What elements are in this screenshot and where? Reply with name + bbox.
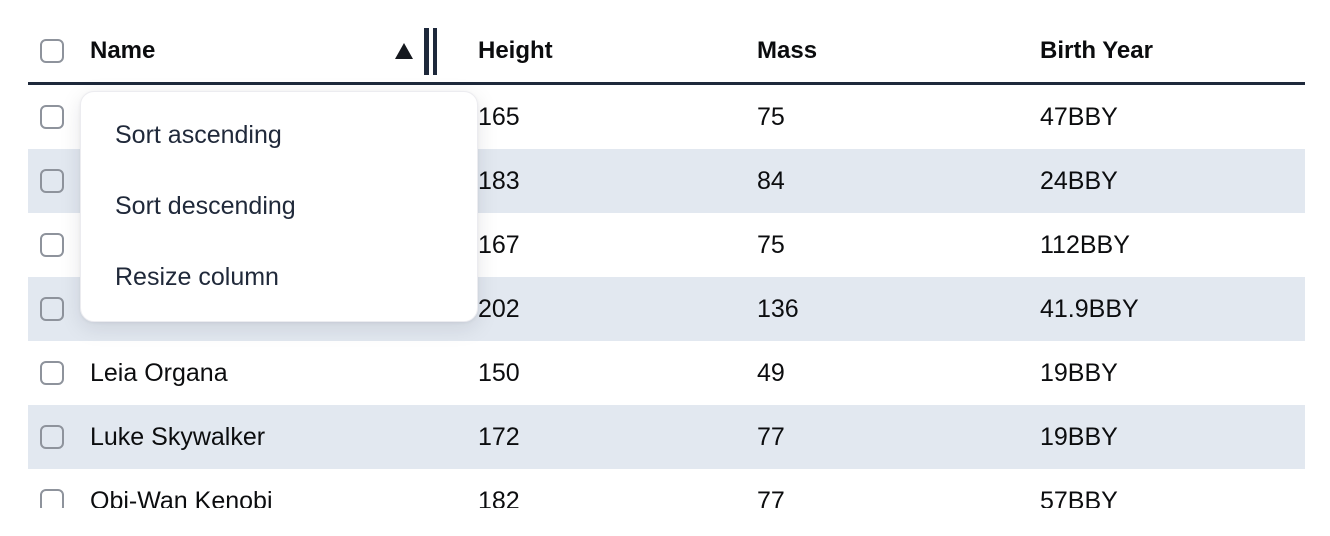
row-checkbox[interactable] bbox=[40, 297, 64, 321]
cell-mass: 75 bbox=[757, 102, 785, 131]
cell-birth-year: 57BBY bbox=[1040, 486, 1118, 509]
row-checkbox-cell bbox=[28, 489, 78, 508]
column-menu: Sort ascending Sort descending Resize co… bbox=[80, 91, 478, 322]
column-header-birth-year[interactable]: Birth Year bbox=[1040, 0, 1305, 82]
row-checkbox[interactable] bbox=[40, 105, 64, 129]
cell-mass: 136 bbox=[757, 294, 799, 323]
menu-item-sort-ascending[interactable]: Sort ascending bbox=[115, 121, 282, 149]
table-row: Leia Organa 150 49 19BBY bbox=[28, 341, 1305, 405]
row-checkbox-cell bbox=[28, 105, 78, 129]
table-row: Obi-Wan Kenobi 182 77 57BBY bbox=[28, 469, 1305, 508]
cell-mass: 77 bbox=[757, 486, 785, 509]
column-header-name[interactable]: Name bbox=[78, 0, 478, 82]
menu-item-resize-column[interactable]: Resize column bbox=[115, 263, 279, 291]
cell-height: 183 bbox=[478, 166, 520, 195]
cell-birth-year: 47BBY bbox=[1040, 102, 1118, 131]
column-header-height[interactable]: Height bbox=[478, 0, 757, 82]
resize-bar-icon bbox=[432, 28, 437, 75]
cell-birth-year: 41.9BBY bbox=[1040, 294, 1139, 323]
column-resize-handle[interactable] bbox=[424, 28, 437, 75]
row-checkbox[interactable] bbox=[40, 233, 64, 257]
cell-name: Obi-Wan Kenobi bbox=[90, 486, 273, 509]
row-checkbox-cell bbox=[28, 297, 78, 321]
cell-birth-year: 24BBY bbox=[1040, 166, 1118, 195]
row-checkbox-cell bbox=[28, 233, 78, 257]
cell-height: 172 bbox=[478, 422, 520, 451]
cell-mass: 75 bbox=[757, 230, 785, 259]
column-header-height-label: Height bbox=[478, 37, 553, 64]
row-checkbox-cell bbox=[28, 361, 78, 385]
sort-ascending-icon bbox=[395, 43, 413, 59]
select-all-cell bbox=[28, 10, 78, 72]
column-header-mass-label: Mass bbox=[757, 37, 818, 64]
cell-height: 165 bbox=[478, 102, 520, 131]
row-checkbox[interactable] bbox=[40, 489, 64, 508]
column-header-birth-year-label: Birth Year bbox=[1040, 37, 1153, 64]
table-row: 167 75 112BBY bbox=[28, 213, 1305, 277]
menu-item-sort-descending[interactable]: Sort descending bbox=[115, 192, 296, 220]
table-row: Luke Skywalker 172 77 19BBY bbox=[28, 405, 1305, 469]
column-header-mass[interactable]: Mass bbox=[757, 0, 1040, 82]
table-header-row: Name Height Mass Birth Year bbox=[28, 0, 1305, 85]
row-checkbox-cell bbox=[28, 169, 78, 193]
cell-birth-year: 19BBY bbox=[1040, 422, 1118, 451]
cell-height: 150 bbox=[478, 358, 520, 387]
cell-name: Luke Skywalker bbox=[90, 422, 266, 451]
cell-height: 167 bbox=[478, 230, 520, 259]
cell-mass: 49 bbox=[757, 358, 785, 387]
cell-height: 182 bbox=[478, 486, 520, 509]
cell-mass: 77 bbox=[757, 422, 785, 451]
cell-height: 202 bbox=[478, 294, 520, 323]
table-row: 165 75 47BBY bbox=[28, 85, 1305, 149]
resize-bar-icon bbox=[424, 28, 429, 75]
cell-mass: 84 bbox=[757, 166, 785, 195]
row-checkbox[interactable] bbox=[40, 425, 64, 449]
column-header-name-label: Name bbox=[90, 37, 156, 64]
cell-birth-year: 112BBY bbox=[1040, 230, 1130, 259]
select-all-checkbox[interactable] bbox=[40, 39, 64, 63]
cell-birth-year: 19BBY bbox=[1040, 358, 1118, 387]
row-checkbox[interactable] bbox=[40, 169, 64, 193]
row-checkbox-cell bbox=[28, 425, 78, 449]
row-checkbox[interactable] bbox=[40, 361, 64, 385]
cell-name: Leia Organa bbox=[90, 358, 228, 387]
